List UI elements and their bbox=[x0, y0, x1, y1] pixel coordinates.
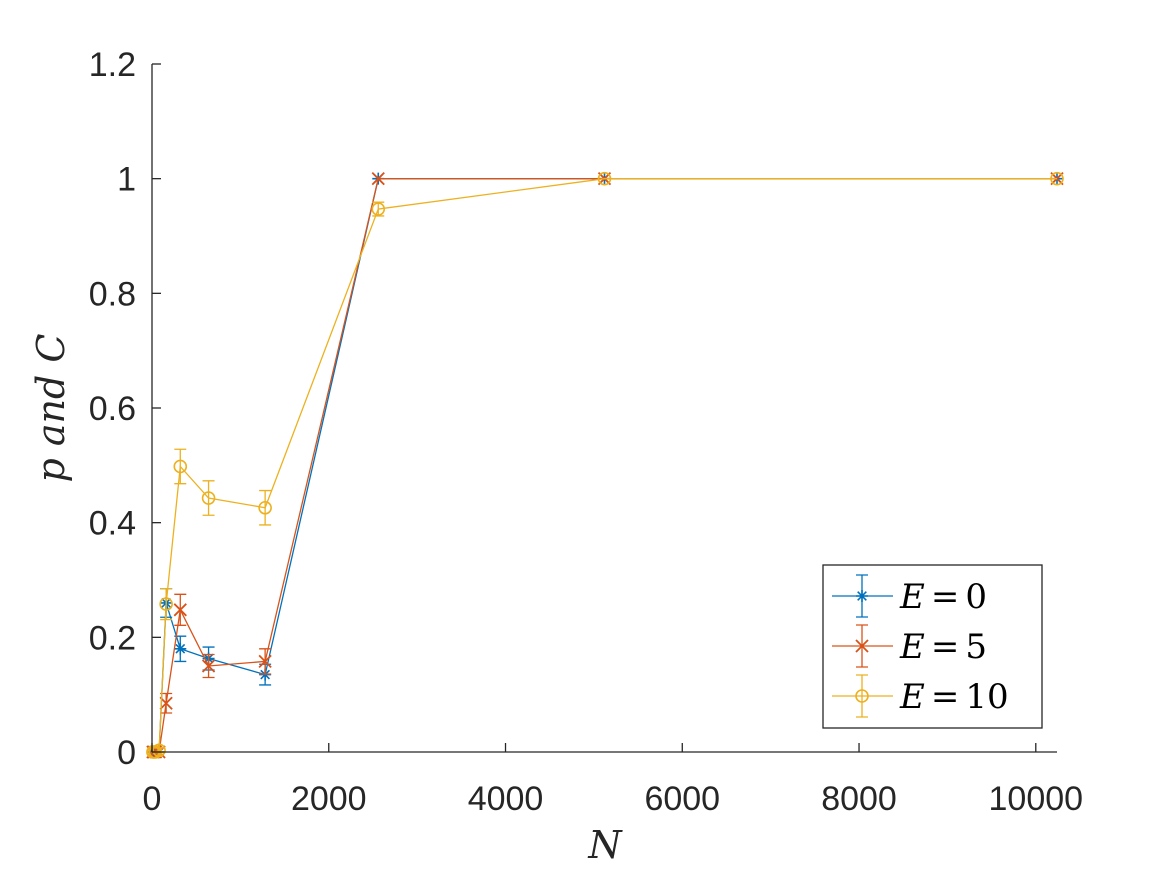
data-point bbox=[258, 654, 272, 669]
data-point bbox=[258, 500, 272, 515]
legend-item-2: E = 10 bbox=[832, 674, 1009, 718]
data-point bbox=[152, 743, 166, 758]
data-point bbox=[597, 171, 612, 186]
legend-error-bar bbox=[856, 674, 868, 718]
x-tick-label: 6000 bbox=[644, 780, 720, 818]
x-tick-label: 8000 bbox=[821, 780, 897, 818]
legend-label-value: 0 bbox=[965, 577, 987, 617]
error-bar bbox=[372, 201, 385, 217]
legend-marker bbox=[855, 639, 869, 653]
y-axis-label: p and C bbox=[29, 333, 73, 482]
x-tick-label: 10000 bbox=[989, 780, 1084, 818]
legend-item-1: E = 5 bbox=[832, 624, 987, 668]
y-tick-label: 0 bbox=[117, 734, 136, 772]
error-bar bbox=[202, 480, 215, 516]
x-tick-label: 4000 bbox=[468, 780, 544, 818]
legend-item-0: E = 0 bbox=[832, 574, 987, 618]
y-tick-label: 0.2 bbox=[89, 619, 136, 657]
x-tick-label: 0 bbox=[143, 780, 162, 818]
legend-label-value: 5 bbox=[965, 627, 987, 667]
x-tick-label: 2000 bbox=[291, 780, 367, 818]
data-point bbox=[174, 642, 187, 655]
legend-label-value: 10 bbox=[965, 677, 1008, 717]
data-point bbox=[1050, 171, 1064, 186]
error-bar bbox=[160, 587, 173, 621]
y-tick-label: 0.4 bbox=[89, 505, 136, 543]
legend-label-equals: = bbox=[931, 677, 960, 717]
chart-axis-labels: N p and C bbox=[29, 333, 623, 867]
y-axis-label-text: p and C bbox=[29, 333, 73, 482]
legend-marker bbox=[856, 590, 868, 602]
data-point bbox=[173, 603, 187, 617]
legend-label-equals: = bbox=[931, 577, 960, 617]
legend-label: E = 10 bbox=[899, 677, 1009, 717]
data-point bbox=[201, 491, 216, 505]
y-tick-label: 0.6 bbox=[89, 390, 136, 428]
data-point bbox=[201, 659, 216, 673]
legend-label-var: E bbox=[899, 577, 925, 617]
legend-marker bbox=[855, 689, 869, 703]
y-tick-label: 1 bbox=[117, 161, 136, 199]
legend-label: E = 0 bbox=[899, 577, 987, 617]
chart-axes: 0 2000 4000 6000 8000 10000 0 0.2 0.4 0.6 0.8 1 1.2 bbox=[89, 46, 1083, 818]
x-axis-label: N bbox=[587, 823, 623, 867]
legend-label-var: E bbox=[899, 627, 925, 667]
legend-label-var: E bbox=[899, 677, 925, 717]
legend-label: E = 5 bbox=[899, 627, 987, 667]
data-point bbox=[159, 597, 173, 611]
y-tick-label: 0.8 bbox=[89, 275, 136, 313]
y-tick-label: 1.2 bbox=[89, 46, 136, 84]
error-bar bbox=[174, 448, 187, 485]
data-point bbox=[371, 172, 385, 186]
legend-label-equals: = bbox=[931, 627, 960, 667]
data-point bbox=[173, 459, 188, 474]
legend: E = 0E = 5E = 10 bbox=[822, 564, 1043, 729]
data-point bbox=[371, 202, 386, 216]
chart-marks bbox=[146, 171, 1064, 759]
error-bar bbox=[259, 489, 272, 526]
